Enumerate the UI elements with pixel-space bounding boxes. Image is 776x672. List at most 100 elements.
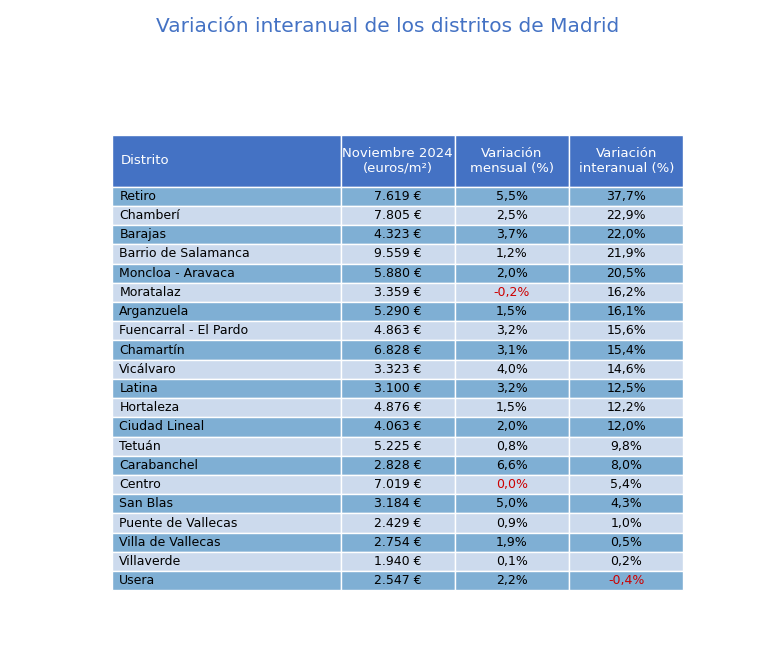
FancyBboxPatch shape — [341, 302, 455, 321]
FancyBboxPatch shape — [569, 302, 684, 321]
FancyBboxPatch shape — [112, 533, 341, 552]
FancyBboxPatch shape — [455, 417, 569, 437]
FancyBboxPatch shape — [112, 225, 341, 245]
Text: 16,1%: 16,1% — [606, 305, 646, 318]
Text: 2.828 €: 2.828 € — [374, 459, 421, 472]
Text: 3.359 €: 3.359 € — [374, 286, 421, 299]
Text: Arganzuela: Arganzuela — [120, 305, 189, 318]
Text: 5,4%: 5,4% — [610, 478, 643, 491]
Text: 1,5%: 1,5% — [496, 305, 528, 318]
FancyBboxPatch shape — [112, 263, 341, 283]
FancyBboxPatch shape — [112, 341, 341, 360]
FancyBboxPatch shape — [569, 417, 684, 437]
Text: Ciudad Lineal: Ciudad Lineal — [120, 421, 205, 433]
FancyBboxPatch shape — [455, 533, 569, 552]
Text: Puente de Vallecas: Puente de Vallecas — [120, 517, 237, 530]
Text: 2,2%: 2,2% — [496, 574, 528, 587]
Text: Moncloa - Aravaca: Moncloa - Aravaca — [120, 267, 235, 280]
FancyBboxPatch shape — [341, 379, 455, 398]
FancyBboxPatch shape — [112, 571, 341, 590]
Text: 0,9%: 0,9% — [496, 517, 528, 530]
FancyBboxPatch shape — [569, 494, 684, 513]
Text: Moratalaz: Moratalaz — [120, 286, 181, 299]
FancyBboxPatch shape — [341, 456, 455, 475]
Text: Latina: Latina — [120, 382, 158, 395]
FancyBboxPatch shape — [112, 513, 341, 533]
Text: San Blas: San Blas — [120, 497, 173, 510]
FancyBboxPatch shape — [341, 360, 455, 379]
Text: 2.754 €: 2.754 € — [374, 536, 421, 549]
FancyBboxPatch shape — [455, 513, 569, 533]
Text: Variación
interanual (%): Variación interanual (%) — [579, 147, 674, 175]
Text: Hortaleza: Hortaleza — [120, 401, 179, 414]
Text: 15,6%: 15,6% — [606, 325, 646, 337]
Text: Usera: Usera — [120, 574, 155, 587]
FancyBboxPatch shape — [341, 417, 455, 437]
Text: 14,6%: 14,6% — [606, 363, 646, 376]
Text: 1,5%: 1,5% — [496, 401, 528, 414]
FancyBboxPatch shape — [341, 263, 455, 283]
FancyBboxPatch shape — [112, 398, 341, 417]
FancyBboxPatch shape — [455, 360, 569, 379]
Text: 12,2%: 12,2% — [606, 401, 646, 414]
FancyBboxPatch shape — [455, 225, 569, 245]
FancyBboxPatch shape — [341, 437, 455, 456]
FancyBboxPatch shape — [341, 552, 455, 571]
Text: Retiro: Retiro — [120, 190, 156, 203]
FancyBboxPatch shape — [341, 321, 455, 341]
FancyBboxPatch shape — [112, 245, 341, 263]
Text: 5,0%: 5,0% — [496, 497, 528, 510]
Text: Barajas: Barajas — [120, 228, 166, 241]
FancyBboxPatch shape — [341, 533, 455, 552]
FancyBboxPatch shape — [455, 494, 569, 513]
Text: Carabanchel: Carabanchel — [120, 459, 198, 472]
FancyBboxPatch shape — [455, 398, 569, 417]
Text: 3.184 €: 3.184 € — [374, 497, 421, 510]
FancyBboxPatch shape — [455, 571, 569, 590]
FancyBboxPatch shape — [569, 360, 684, 379]
FancyBboxPatch shape — [112, 187, 341, 206]
Text: 4,3%: 4,3% — [611, 497, 642, 510]
Text: 3,2%: 3,2% — [496, 325, 528, 337]
FancyBboxPatch shape — [112, 206, 341, 225]
FancyBboxPatch shape — [112, 475, 341, 494]
FancyBboxPatch shape — [569, 135, 684, 187]
FancyBboxPatch shape — [455, 206, 569, 225]
FancyBboxPatch shape — [112, 417, 341, 437]
FancyBboxPatch shape — [112, 379, 341, 398]
FancyBboxPatch shape — [569, 379, 684, 398]
FancyBboxPatch shape — [341, 494, 455, 513]
FancyBboxPatch shape — [569, 245, 684, 263]
FancyBboxPatch shape — [112, 135, 341, 187]
Text: 15,4%: 15,4% — [606, 343, 646, 357]
FancyBboxPatch shape — [569, 552, 684, 571]
FancyBboxPatch shape — [455, 437, 569, 456]
Text: 1,2%: 1,2% — [496, 247, 528, 261]
Text: 5,5%: 5,5% — [496, 190, 528, 203]
FancyBboxPatch shape — [569, 475, 684, 494]
Text: Variación
mensual (%): Variación mensual (%) — [470, 147, 554, 175]
FancyBboxPatch shape — [455, 302, 569, 321]
FancyBboxPatch shape — [112, 283, 341, 302]
Text: Chamartín: Chamartín — [120, 343, 185, 357]
FancyBboxPatch shape — [341, 513, 455, 533]
FancyBboxPatch shape — [569, 513, 684, 533]
FancyBboxPatch shape — [112, 552, 341, 571]
Text: 16,2%: 16,2% — [606, 286, 646, 299]
Text: 9.559 €: 9.559 € — [374, 247, 421, 261]
FancyBboxPatch shape — [455, 245, 569, 263]
Text: 1.940 €: 1.940 € — [374, 555, 421, 568]
Text: Villa de Vallecas: Villa de Vallecas — [120, 536, 220, 549]
FancyBboxPatch shape — [341, 245, 455, 263]
FancyBboxPatch shape — [569, 321, 684, 341]
Text: 0,0%: 0,0% — [496, 478, 528, 491]
FancyBboxPatch shape — [455, 187, 569, 206]
FancyBboxPatch shape — [455, 263, 569, 283]
Text: Vicálvaro: Vicálvaro — [120, 363, 177, 376]
Text: 3.100 €: 3.100 € — [374, 382, 421, 395]
FancyBboxPatch shape — [341, 283, 455, 302]
FancyBboxPatch shape — [112, 321, 341, 341]
Text: Distrito: Distrito — [121, 155, 170, 167]
FancyBboxPatch shape — [455, 341, 569, 360]
Text: 4.063 €: 4.063 € — [374, 421, 421, 433]
